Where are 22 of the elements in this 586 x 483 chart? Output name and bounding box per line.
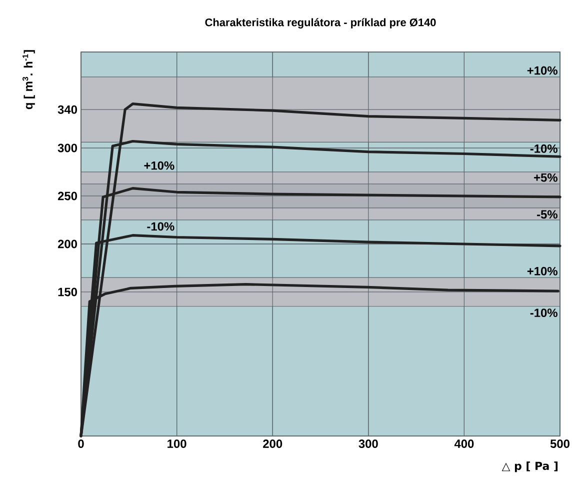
x-tick-label: 0 [78, 440, 84, 448]
annotation: +10% [144, 161, 174, 170]
annotation: -10% [530, 144, 558, 153]
annotation: -5% [537, 210, 558, 219]
x-tick-label: 300 [358, 440, 378, 448]
x-tick-label: 200 [263, 440, 282, 448]
y-tick-label: 300 [58, 144, 77, 152]
y-tick-label: 200 [58, 240, 77, 248]
chart-title: Charakteristika regulátora - príklad pre Ø140 [205, 18, 436, 28]
x-tick-label: 400 [454, 440, 474, 448]
y-tick-label: 150 [58, 288, 77, 296]
y-tick-label: 340 [58, 105, 77, 114]
annotation: -10% [530, 308, 558, 318]
y-axis-title: q [ m$^{3}$. h$^{-1}$] [22, 50, 35, 110]
annotation: +5% [534, 173, 558, 182]
y-tick-label: 250 [58, 192, 77, 200]
annotation: -10% [147, 222, 174, 231]
x-axis-title: △ p [ Pa ] [502, 462, 558, 472]
x-tick-label: 100 [168, 440, 186, 448]
x-tick-label: 500 [550, 440, 570, 448]
annotation: +10% [527, 266, 558, 276]
annotation: +10% [527, 66, 558, 75]
